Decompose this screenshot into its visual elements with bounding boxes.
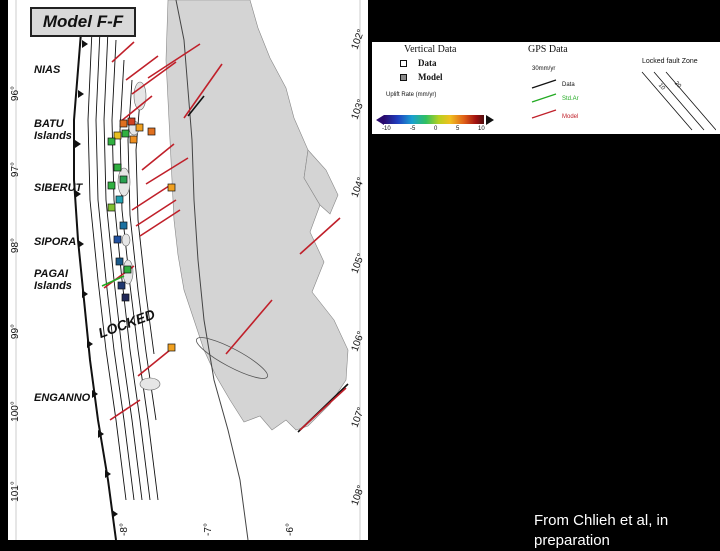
bottom-label-1: -8°	[118, 523, 130, 536]
bottom-label-3: -6°	[284, 523, 296, 536]
region-siberut: SIBERUT	[34, 182, 83, 194]
colorbar-tick-1: -10	[382, 126, 391, 132]
error-ellipse	[196, 337, 268, 379]
uplift-colorbar	[384, 115, 484, 124]
gps-model-label: Model	[562, 114, 579, 120]
lat-label-99: 99°	[10, 323, 22, 340]
colorbar-label: Uplift Rate (mm/yr)	[386, 92, 437, 98]
locked-zone-lines	[641, 71, 716, 131]
legend-panel: Vertical Data Data Model Uplift Rate (mm…	[372, 42, 720, 134]
bottom-label-2: -7°	[202, 523, 214, 536]
trench-teeth	[75, 40, 118, 518]
lat-label-98: 98°	[10, 237, 22, 254]
region-batu-islands: BATU Islands	[34, 118, 72, 142]
legend-gps-title: GPS Data	[528, 44, 568, 55]
colorbar-tick-5: 10	[478, 126, 485, 132]
uplift-squares	[107, 117, 176, 352]
region-nias: NIAS	[34, 64, 61, 76]
region-enganno: ENGANNO	[34, 392, 91, 404]
map-graphic	[8, 0, 368, 540]
colorbar-tick-3: 0	[434, 126, 438, 132]
gps-scale-label: 30mm/yr	[532, 66, 556, 72]
legend-model-square	[400, 74, 407, 81]
map-panel: Model F-F NIAS BATU Islands SIBERUT SIPO…	[8, 0, 368, 540]
lat-label-96: 96°	[10, 85, 22, 102]
legend-model-label: Model	[418, 72, 443, 82]
legend-data-label: Data	[418, 58, 437, 68]
fault-line	[175, 0, 249, 540]
legend-locked-title: Locked fault Zone	[642, 58, 698, 65]
map-title: Model F-F	[30, 7, 136, 37]
gps-legend-arrows	[531, 79, 557, 119]
region-pagai-islands: PAGAI Islands	[34, 268, 72, 292]
trench	[73, 19, 117, 540]
gps-std-label: Std.Ar	[562, 96, 579, 102]
colorbar-tick-4: 5	[456, 126, 460, 132]
lat-label-100: 100°	[9, 401, 21, 422]
credit-text: From Chlieh et al, in preparation	[534, 512, 669, 549]
colorbar-tick-2: -5	[410, 126, 416, 132]
gps-arrows	[101, 41, 349, 433]
land-java	[303, 149, 339, 215]
legend-data-square	[400, 60, 407, 67]
lat-label-97: 97°	[10, 161, 22, 178]
region-sipora: SIPORA	[34, 236, 77, 248]
colorbar-arrows	[376, 115, 494, 125]
legend-vertical-title: Vertical Data	[404, 44, 457, 55]
lat-label-101: 101°	[9, 481, 21, 502]
gps-data-label: Data	[562, 82, 575, 88]
